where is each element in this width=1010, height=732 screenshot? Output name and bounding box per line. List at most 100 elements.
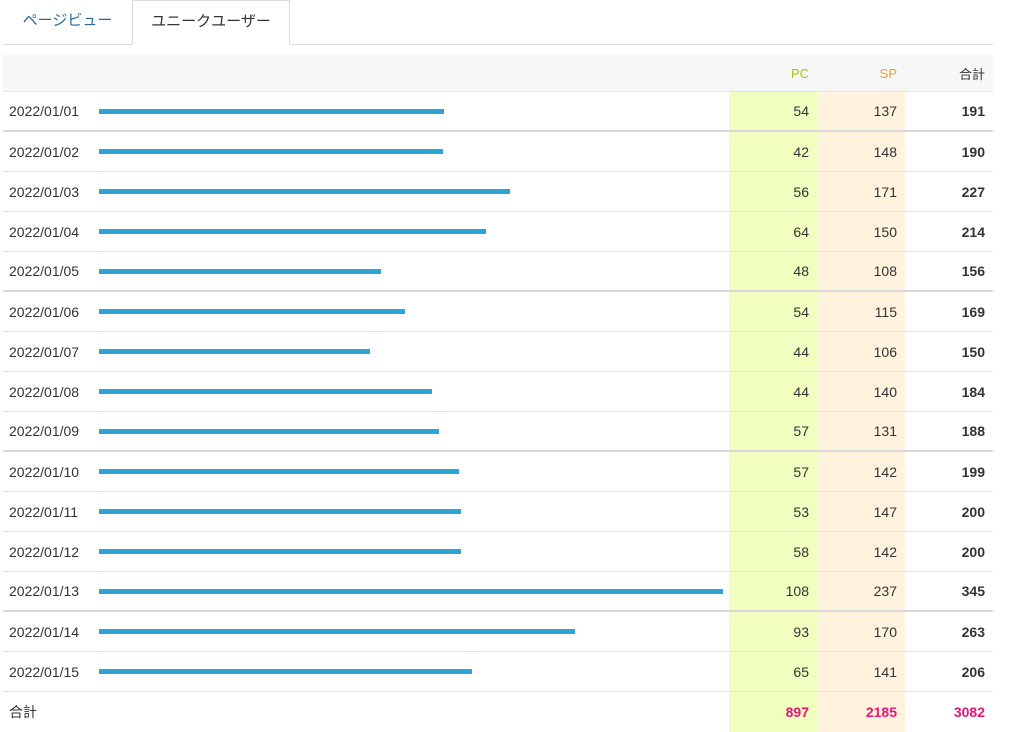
row-pc: 108: [729, 572, 817, 610]
row-total: 206: [961, 663, 985, 680]
row-pc: 56: [729, 172, 817, 211]
table-row: 2022/01/13 108 237 345: [3, 572, 993, 612]
row-date: 2022/01/12: [9, 543, 80, 560]
row-sp: 108: [817, 252, 905, 290]
row-bar: [99, 629, 575, 634]
row-date: 2022/01/11: [9, 503, 79, 520]
row-date: 2022/01/09: [9, 423, 80, 439]
row-pc: 48: [729, 252, 817, 290]
row-sp: 115: [817, 292, 905, 331]
row-sp: 141: [817, 652, 905, 691]
table-row: 2022/01/10 57 142 199: [3, 452, 993, 492]
row-total: 169: [961, 303, 985, 320]
table-row: 2022/01/14 93 170 263: [3, 612, 993, 652]
row-sp: 142: [817, 452, 905, 491]
row-date: 2022/01/13: [9, 583, 80, 599]
row-total: 184: [961, 383, 985, 400]
row-pc: 57: [729, 412, 817, 450]
row-sp: 148: [817, 132, 905, 171]
row-total: 156: [961, 263, 985, 279]
row-pc: 57: [729, 452, 817, 491]
row-pc: 44: [729, 372, 817, 411]
row-sp: 137: [817, 92, 905, 130]
row-bar-area: [99, 492, 727, 531]
row-date: 2022/01/14: [9, 623, 80, 640]
row-bar-area: [99, 252, 727, 290]
row-total: 200: [961, 503, 985, 520]
row-bar-area: [99, 652, 727, 691]
table-row: 2022/01/05 48 108 156: [3, 252, 993, 292]
row-date: 2022/01/05: [9, 263, 80, 279]
row-bar-area: [99, 612, 727, 651]
row-sp: 147: [817, 492, 905, 531]
table-row: 2022/01/02 42 148 190: [3, 132, 993, 172]
table-body: 2022/01/01 54 137 191 2022/01/02 42 148 190 2022…: [3, 92, 993, 692]
row-bar-area: [99, 332, 727, 371]
tab-unique-users[interactable]: ユニークユーザー: [132, 0, 290, 45]
row-bar: [99, 268, 381, 274]
row-pc: 53: [729, 492, 817, 531]
footer-sp: 2185: [817, 692, 905, 732]
row-total: 188: [961, 423, 985, 439]
row-total: 200: [961, 543, 985, 560]
row-bar-area: [99, 92, 727, 130]
row-total: 190: [961, 143, 985, 160]
row-sp: 106: [817, 332, 905, 371]
row-bar-area: [99, 412, 727, 450]
row-bar: [99, 549, 461, 554]
row-bar: [99, 229, 486, 234]
row-bar: [99, 588, 723, 594]
table-header: PC SP 合計: [3, 55, 993, 92]
row-total: 199: [961, 463, 985, 480]
table-footer: 合計 897 2185 3082: [3, 692, 993, 732]
row-pc: 54: [729, 292, 817, 331]
row-date: 2022/01/08: [9, 383, 80, 400]
header-sp: SP: [879, 65, 897, 81]
row-pc: 65: [729, 652, 817, 691]
row-sp: 150: [817, 212, 905, 251]
row-sp: 131: [817, 412, 905, 450]
row-sp: 171: [817, 172, 905, 211]
tab-page-views[interactable]: ページビュー: [22, 12, 113, 29]
tab-bar: ページビュー ユニークユーザー: [3, 0, 993, 45]
row-date: 2022/01/06: [9, 303, 80, 320]
row-date: 2022/01/07: [9, 343, 80, 360]
header-pc: PC: [790, 65, 809, 81]
row-bar-area: [99, 452, 727, 491]
table-row: 2022/01/04 64 150 214: [3, 212, 993, 252]
footer-pc: 897: [729, 692, 817, 732]
row-bar: [99, 509, 461, 514]
row-bar: [99, 309, 405, 314]
row-date: 2022/01/04: [9, 223, 80, 240]
table-row: 2022/01/15 65 141 206: [3, 652, 993, 692]
table-row: 2022/01/11 53 147 200: [3, 492, 993, 532]
row-bar-area: [99, 372, 727, 411]
table-row: 2022/01/06 54 115 169: [3, 292, 993, 332]
row-pc: 64: [729, 212, 817, 251]
row-bar-area: [99, 292, 727, 331]
row-bar: [99, 108, 444, 114]
row-total: 150: [961, 343, 985, 360]
row-bar: [99, 149, 443, 154]
table-row: 2022/01/07 44 106 150: [3, 332, 993, 372]
row-pc: 93: [729, 612, 817, 651]
row-pc: 42: [729, 132, 817, 171]
row-bar-area: [99, 212, 727, 251]
row-total: 263: [961, 623, 985, 640]
stats-table: PC SP 合計 2022/01/01 54 137 191 2022/01/02 42 1…: [3, 55, 993, 732]
row-bar-area: [99, 572, 727, 610]
row-bar: [99, 389, 432, 394]
table-row: 2022/01/01 54 137 191: [3, 92, 993, 132]
row-pc: 54: [729, 92, 817, 130]
row-total: 214: [961, 223, 985, 240]
row-sp: 237: [817, 572, 905, 610]
row-bar: [99, 349, 370, 354]
row-bar-area: [99, 532, 727, 571]
row-bar: [99, 189, 510, 194]
row-bar-area: [99, 172, 727, 211]
row-date: 2022/01/03: [9, 183, 80, 200]
row-date: 2022/01/15: [9, 663, 80, 680]
row-pc: 44: [729, 332, 817, 371]
row-total: 191: [961, 103, 985, 119]
table-row: 2022/01/09 57 131 188: [3, 412, 993, 452]
